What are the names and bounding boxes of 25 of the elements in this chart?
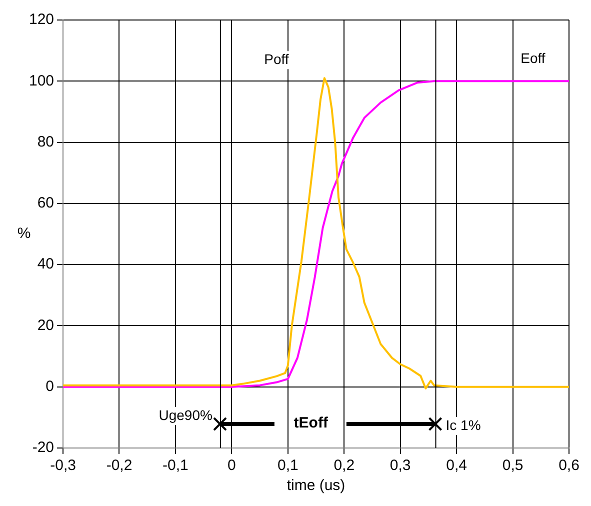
x-tick-label: 0,6 [558, 457, 580, 474]
series-label: Eoff [520, 50, 546, 66]
x-tick-label: -0,1 [162, 457, 188, 474]
y-tick-label: 100 [28, 72, 54, 90]
text: Poff [264, 50, 289, 67]
y-tick-label: 20 [37, 316, 54, 334]
y-tick-label: 0 [46, 378, 54, 395]
x-tick-label: 0,5 [502, 457, 524, 474]
y-tick-label: 120 [28, 11, 54, 28]
x-tick-label: 0,4 [446, 457, 467, 474]
x-tick-label: 0,2 [334, 457, 355, 474]
annotation: Uge90% [158, 406, 212, 423]
annotation: tEoff [294, 414, 329, 432]
x-axis-title: time (us) [286, 477, 346, 494]
y-tick-label: 40 [37, 256, 54, 273]
x-tick-label: -0,3 [50, 457, 76, 474]
x-tick-label: 0,3 [390, 457, 411, 474]
y-axis-title: % [17, 225, 31, 242]
y-tick-label: 80 [37, 133, 54, 150]
x-tick-label: 0 [228, 457, 236, 474]
y-tick-label: 60 [37, 194, 54, 212]
x-tick-label: 0,1 [277, 457, 298, 474]
x-tick-label: -0,2 [106, 457, 132, 474]
y-tick-label: -20 [32, 439, 54, 456]
annotation: Ic 1% [446, 416, 481, 433]
